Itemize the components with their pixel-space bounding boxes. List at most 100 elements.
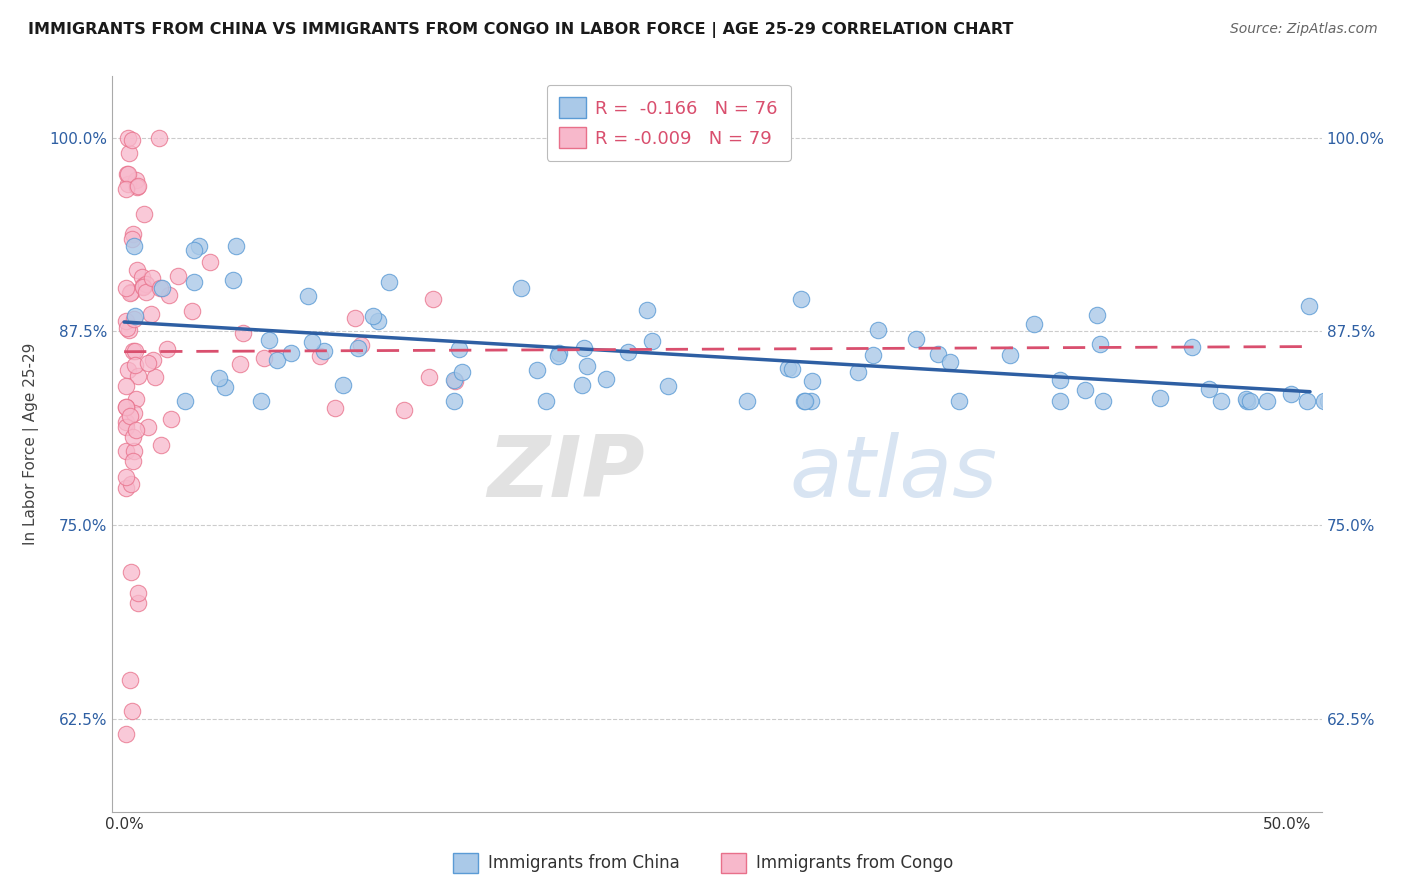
Point <box>120 673 142 687</box>
Point <box>115 281 138 295</box>
Point <box>509 281 531 295</box>
Point <box>905 332 928 346</box>
Point <box>117 167 139 181</box>
Point <box>117 178 139 192</box>
Point <box>115 444 138 458</box>
Point <box>125 180 148 194</box>
Point <box>122 239 145 253</box>
Point <box>115 314 138 328</box>
Point <box>1149 391 1171 405</box>
Point <box>142 352 165 367</box>
Point <box>780 362 803 376</box>
Point <box>118 323 141 337</box>
Point <box>156 342 179 356</box>
Point <box>572 341 595 355</box>
Point <box>135 277 157 291</box>
Point <box>232 326 254 341</box>
Point <box>115 321 138 335</box>
Point <box>595 372 617 386</box>
Point <box>121 133 143 147</box>
Point <box>124 358 146 372</box>
Point <box>312 344 335 359</box>
Point <box>636 303 658 318</box>
Point <box>198 254 221 268</box>
Point <box>253 351 276 365</box>
Point <box>1279 386 1302 401</box>
Point <box>846 365 869 379</box>
Point <box>222 273 245 287</box>
Point <box>134 207 156 221</box>
Point <box>117 130 139 145</box>
Point <box>115 182 138 196</box>
Point <box>131 270 153 285</box>
Point <box>801 374 824 388</box>
Point <box>167 268 190 283</box>
Point <box>115 379 138 393</box>
Point <box>249 394 271 409</box>
Point <box>1085 309 1108 323</box>
Point <box>127 263 149 277</box>
Point <box>208 371 231 385</box>
Point <box>998 348 1021 362</box>
Point <box>297 289 319 303</box>
Point <box>115 420 138 434</box>
Point <box>927 347 949 361</box>
Point <box>1088 337 1111 351</box>
Point <box>139 308 162 322</box>
Point <box>280 346 302 360</box>
Legend: R =  -0.166   N = 76, R = -0.009   N = 79: R = -0.166 N = 76, R = -0.009 N = 79 <box>547 85 790 161</box>
Point <box>121 344 143 359</box>
Point <box>115 415 138 429</box>
Point <box>418 370 440 384</box>
Point <box>225 239 247 253</box>
Point <box>115 167 138 181</box>
Text: atlas: atlas <box>790 432 998 515</box>
Point <box>159 411 181 425</box>
Point <box>443 373 465 387</box>
Point <box>451 366 474 380</box>
Point <box>640 334 662 348</box>
Point <box>132 279 155 293</box>
Point <box>121 704 143 718</box>
Point <box>148 130 170 145</box>
Point <box>183 243 205 257</box>
Point <box>132 280 155 294</box>
Text: ZIP: ZIP <box>486 432 644 515</box>
Point <box>1239 394 1261 409</box>
Point <box>141 271 163 285</box>
Point <box>776 361 799 376</box>
Point <box>136 355 159 369</box>
Point <box>124 343 146 358</box>
Point <box>115 482 138 496</box>
Point <box>121 232 143 246</box>
Point <box>1024 318 1046 332</box>
Point <box>149 281 172 295</box>
Point <box>127 596 149 610</box>
Point <box>117 362 139 376</box>
Text: IMMIGRANTS FROM CHINA VS IMMIGRANTS FROM CONGO IN LABOR FORCE | AGE 25-29 CORREL: IMMIGRANTS FROM CHINA VS IMMIGRANTS FROM… <box>28 22 1014 38</box>
Point <box>1313 394 1336 409</box>
Point <box>118 409 141 423</box>
Point <box>1049 394 1071 409</box>
Point <box>547 350 569 364</box>
Point <box>183 275 205 289</box>
Point <box>301 334 323 349</box>
Legend: Immigrants from China, Immigrants from Congo: Immigrants from China, Immigrants from C… <box>446 847 960 880</box>
Point <box>125 173 148 187</box>
Point <box>1316 394 1339 409</box>
Point <box>737 394 759 409</box>
Point <box>800 394 823 409</box>
Point <box>447 342 470 356</box>
Point <box>1091 394 1114 409</box>
Point <box>127 369 149 384</box>
Point <box>120 285 142 299</box>
Point <box>117 145 139 160</box>
Point <box>862 348 884 362</box>
Point <box>350 337 373 351</box>
Point <box>121 227 143 241</box>
Point <box>125 392 148 406</box>
Y-axis label: In Labor Force | Age 25-29: In Labor Force | Age 25-29 <box>22 343 38 545</box>
Point <box>174 394 197 409</box>
Point <box>1198 383 1220 397</box>
Point <box>121 430 143 444</box>
